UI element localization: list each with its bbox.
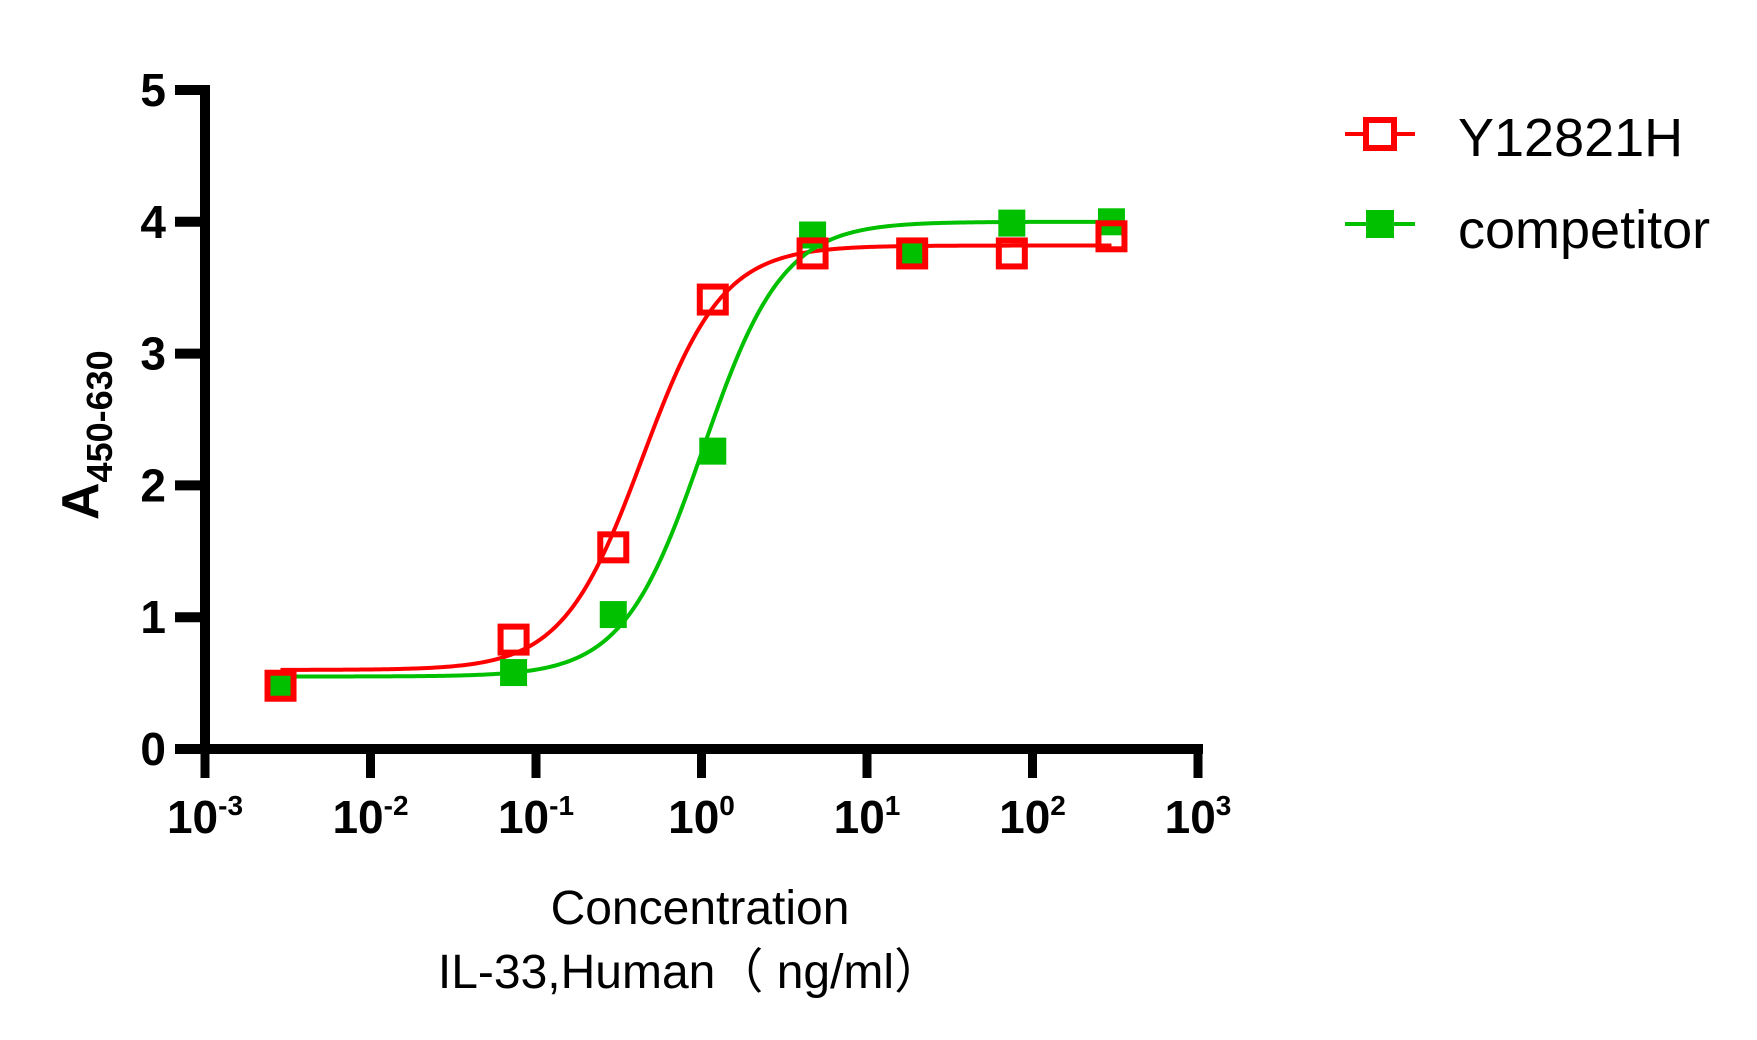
x-tick-exponent: 2 <box>1050 790 1066 821</box>
x-tick-exponent: -2 <box>384 790 409 821</box>
x-tick-exponent: 1 <box>885 790 901 821</box>
x-tick-label: 101 <box>834 790 901 843</box>
x-tick-base: 10 <box>668 791 719 843</box>
fit-curve-y12821h <box>280 243 1112 672</box>
x-tick-base: 10 <box>834 791 885 843</box>
x-tick-base: 10 <box>1165 791 1216 843</box>
data-point-y12821h <box>696 283 729 316</box>
x-axis-title: Concentration <box>551 882 850 935</box>
data-point-competitor <box>998 209 1026 237</box>
y-tick-label: 4 <box>140 196 166 248</box>
legend-marker-filled-square-icon <box>1366 210 1394 238</box>
y-tick-label: 5 <box>140 64 166 116</box>
x-tick-label: 100 <box>668 790 735 843</box>
data-point-y12821h <box>796 237 829 270</box>
y-tick-label: 1 <box>140 591 166 643</box>
x-tick-label: 103 <box>1165 790 1232 843</box>
data-point-competitor <box>898 239 926 267</box>
data-points <box>264 208 1128 702</box>
x-tick-base: 10 <box>167 791 218 843</box>
data-point-y12821h <box>1095 220 1128 253</box>
svg-text:A450-630: A450-630 <box>52 350 120 520</box>
y-tick-label: 2 <box>140 459 166 511</box>
y-axis-title-subscript: 450-630 <box>79 350 120 482</box>
x-tick-exponent: -1 <box>549 790 574 821</box>
legend-label-competitor: competitor <box>1458 200 1710 260</box>
data-point-competitor <box>799 221 827 249</box>
legend-label-y12821h: Y12821H <box>1458 108 1683 168</box>
y-axis-title-main: A <box>52 482 110 520</box>
x-ticks: 10-3 10-2 10-1 100 101 102 103 <box>167 749 1231 843</box>
x-tick-base: 10 <box>498 791 549 843</box>
data-point-y12821h <box>896 237 929 270</box>
y-ticks: 0 1 2 3 4 5 <box>140 64 205 775</box>
x-tick-base: 10 <box>999 791 1050 843</box>
legend-item-competitor[interactable]: competitor <box>1345 200 1710 260</box>
x-tick-label: 10-3 <box>167 790 243 843</box>
x-axis: 10-3 10-2 10-1 100 101 102 103 <box>167 744 1231 843</box>
x-tick-exponent: -3 <box>218 790 243 821</box>
x-tick-label: 10-2 <box>332 790 408 843</box>
fit-curve-competitor <box>280 219 1112 679</box>
y-axis-title: A450-630 <box>52 350 120 520</box>
legend: Y12821H competitor <box>1345 108 1710 260</box>
x-tick-exponent: 3 <box>1216 790 1232 821</box>
x-tick-exponent: 0 <box>719 790 735 821</box>
data-point-y12821h <box>995 237 1028 270</box>
x-axis-title-units: IL-33,Human（ ng/ml） <box>438 946 942 999</box>
y-tick-label: 3 <box>140 328 166 380</box>
data-point-competitor <box>599 601 627 629</box>
data-point-y12821h <box>597 531 630 564</box>
y-tick-label: 0 <box>140 723 166 775</box>
x-tick-base: 10 <box>332 791 383 843</box>
data-point-y12821h <box>264 669 297 702</box>
data-point-competitor <box>500 659 528 687</box>
x-tick-label: 102 <box>999 790 1066 843</box>
fit-curves <box>280 219 1112 679</box>
y-axis: 0 1 2 3 4 5 <box>140 64 210 775</box>
data-point-y12821h <box>497 623 530 656</box>
data-point-competitor <box>699 437 727 465</box>
x-tick-label: 10-1 <box>498 790 574 843</box>
legend-marker-open-square-icon <box>1363 117 1397 151</box>
plot-area <box>264 208 1128 702</box>
legend-item-y12821h[interactable]: Y12821H <box>1345 108 1683 168</box>
